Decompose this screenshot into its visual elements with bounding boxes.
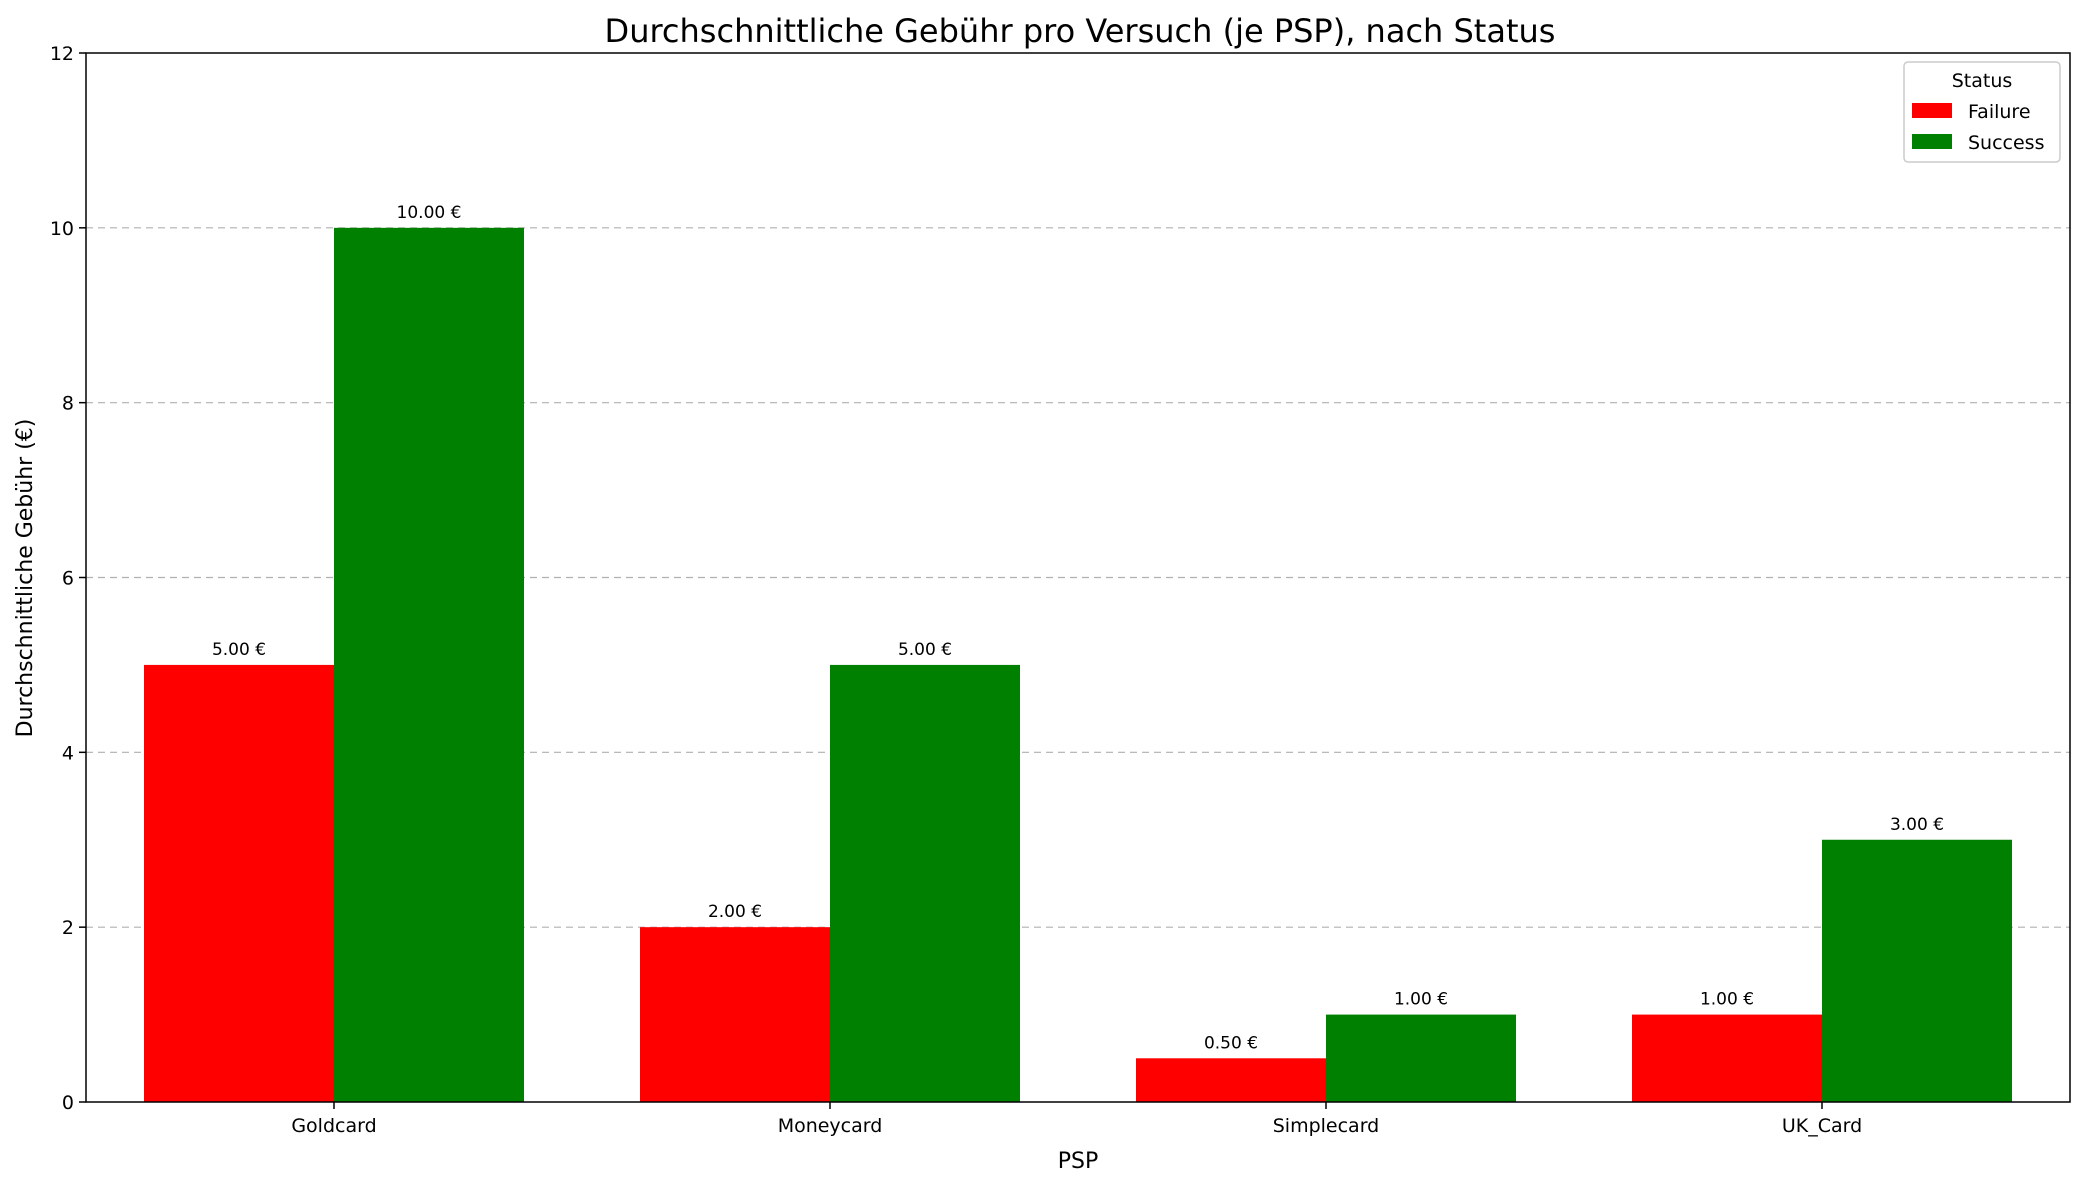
bar-failure-uk-card — [1632, 1014, 1822, 1102]
bar-failure-simplecard — [1136, 1058, 1326, 1102]
bar-failure-moneycard — [640, 927, 830, 1102]
legend: Status Failure Success — [1903, 61, 2061, 163]
bar-success-goldcard — [334, 227, 524, 1103]
data-label: 2.00 € — [708, 902, 762, 922]
x-axis-label: PSP — [1058, 1149, 1099, 1174]
y-tick-label: 10 — [50, 218, 74, 240]
legend-label-success: Success — [1968, 132, 2044, 154]
x-tick-label: Goldcard — [291, 1115, 376, 1137]
legend-title: Status — [1952, 70, 2013, 92]
y-tick-label: 0 — [62, 1092, 74, 1114]
x-tick-label: Simplecard — [1273, 1115, 1380, 1137]
data-label: 5.00 € — [212, 640, 266, 660]
y-tick-label: 12 — [50, 43, 74, 65]
data-label: 5.00 € — [898, 640, 952, 660]
y-tick-label: 8 — [62, 393, 74, 415]
data-label: 10.00 € — [397, 203, 462, 223]
bar-success-simplecard — [1326, 1014, 1516, 1102]
y-tick-label: 6 — [62, 568, 74, 590]
data-label: 1.00 € — [1394, 990, 1448, 1010]
bar-success-uk-card — [1822, 839, 2012, 1102]
y-tick-label: 2 — [62, 917, 74, 939]
data-labels: 5.00 € 10.00 € 2.00 € 5.00 € 0.50 € 1.00 € 1.0… — [212, 203, 1944, 1053]
legend-swatch-success — [1912, 134, 1952, 149]
bar-failure-goldcard — [144, 664, 334, 1102]
legend-swatch-failure — [1912, 103, 1952, 118]
chart-title: Durchschnittliche Gebühr pro Versuch (je… — [605, 12, 1556, 50]
x-tick-label: UK_Card — [1782, 1115, 1862, 1137]
x-tick-label: Moneycard — [778, 1115, 883, 1137]
y-axis-ticks: 0 2 4 6 8 10 12 — [50, 43, 86, 1114]
data-label: 1.00 € — [1700, 990, 1754, 1010]
x-axis-ticks: Goldcard Moneycard Simplecard UK_Card — [291, 1102, 1862, 1137]
bars — [144, 227, 2012, 1103]
data-label: 0.50 € — [1204, 1033, 1258, 1053]
bar-success-moneycard — [830, 664, 1020, 1102]
y-tick-label: 4 — [62, 742, 74, 764]
y-axis-label: Durchschnittliche Gebühr (€) — [13, 419, 38, 738]
data-label: 3.00 € — [1890, 815, 1944, 835]
legend-label-failure: Failure — [1968, 101, 2031, 123]
